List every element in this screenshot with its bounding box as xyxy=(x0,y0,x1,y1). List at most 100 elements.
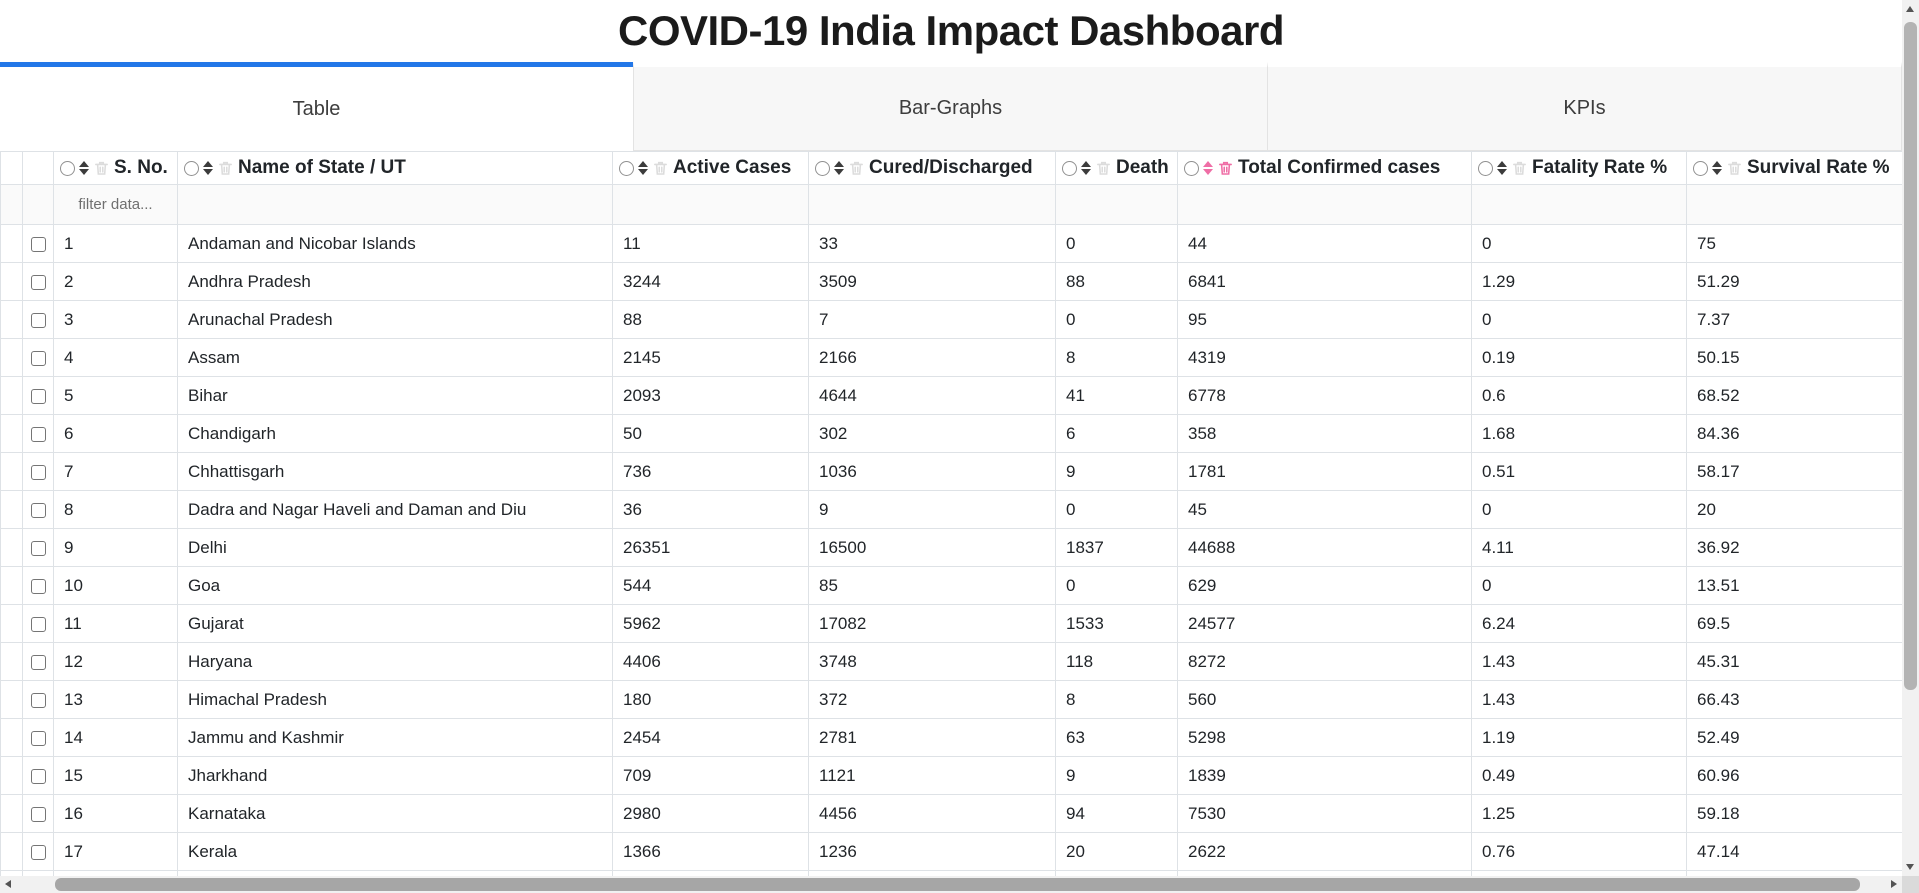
cell-survival: 58.17 xyxy=(1686,452,1902,491)
delete-column-icon[interactable] xyxy=(848,159,865,177)
cell-survival: 50.15 xyxy=(1686,338,1902,377)
sort-icon[interactable] xyxy=(638,161,648,175)
filter-cell-death[interactable] xyxy=(1055,184,1178,225)
column-header-cured[interactable]: Cured/Discharged xyxy=(808,151,1056,185)
column-select-radio[interactable] xyxy=(815,160,830,176)
row-select-checkbox[interactable] xyxy=(30,426,46,442)
tab-kpis[interactable]: KPIs xyxy=(1267,62,1902,151)
row-select-checkbox[interactable] xyxy=(30,464,46,480)
gutter-cell xyxy=(0,452,23,491)
gutter-header xyxy=(0,151,23,185)
scroll-up-arrow-icon[interactable] xyxy=(1906,6,1914,12)
filter-cell-fatality[interactable] xyxy=(1471,184,1687,225)
page-title: COVID-19 India Impact Dashboard xyxy=(618,7,1284,54)
table-row: 5 Bihar 2093 4644 41 6778 0.6 68.52 xyxy=(0,376,1902,415)
sort-icon[interactable] xyxy=(203,161,213,175)
filter-input[interactable]: filter data... xyxy=(78,196,153,213)
column-header-active[interactable]: Active Cases xyxy=(612,151,809,185)
sort-icon[interactable] xyxy=(834,161,844,175)
row-select-checkbox[interactable] xyxy=(30,654,46,670)
cell-cured: 16500 xyxy=(808,528,1056,567)
tab-bar-graphs[interactable]: Bar-Graphs xyxy=(633,62,1267,151)
tab-table[interactable]: Table xyxy=(0,62,633,151)
scroll-left-arrow-icon[interactable] xyxy=(5,880,11,888)
cell-state: Dadra and Nagar Haveli and Daman and Diu xyxy=(177,490,613,529)
horizontal-scrollbar[interactable] xyxy=(0,876,1902,893)
row-select-checkbox[interactable] xyxy=(30,388,46,404)
filter-cell-survival[interactable] xyxy=(1686,184,1902,225)
filter-cell-total[interactable] xyxy=(1177,184,1472,225)
column-header-state[interactable]: Name of State / UT xyxy=(177,151,613,185)
sort-icon[interactable] xyxy=(1203,161,1213,175)
sort-icon[interactable] xyxy=(79,161,89,175)
cell-survival: 36.92 xyxy=(1686,528,1902,567)
cell-survival: 68.52 xyxy=(1686,376,1902,415)
cell-cured: 2166 xyxy=(808,338,1056,377)
filter-cell-sno[interactable]: filter data... xyxy=(53,184,178,225)
column-select-radio[interactable] xyxy=(60,160,75,176)
delete-column-icon[interactable] xyxy=(1511,159,1528,177)
column-select-radio[interactable] xyxy=(1693,160,1708,176)
column-header-total[interactable]: Total Confirmed cases xyxy=(1177,151,1472,185)
sort-icon[interactable] xyxy=(1712,161,1722,175)
cell-active: 11 xyxy=(612,224,809,263)
column-select-radio[interactable] xyxy=(619,160,634,176)
vertical-scrollbar[interactable] xyxy=(1902,0,1919,876)
row-select-checkbox[interactable] xyxy=(30,844,46,860)
row-select-checkbox[interactable] xyxy=(30,312,46,328)
row-select-checkbox[interactable] xyxy=(30,768,46,784)
row-select-checkbox[interactable] xyxy=(30,236,46,252)
scroll-down-arrow-icon[interactable] xyxy=(1906,864,1914,870)
cell-total: 44 xyxy=(1177,224,1472,263)
column-select-radio[interactable] xyxy=(1062,160,1077,176)
column-select-radio[interactable] xyxy=(1184,160,1199,176)
horizontal-scrollbar-thumb[interactable] xyxy=(55,878,1860,891)
filter-row: filter data... xyxy=(0,184,1902,225)
delete-column-icon[interactable] xyxy=(1726,159,1743,177)
column-header-sno[interactable]: S. No. xyxy=(53,151,178,185)
filter-cell-active[interactable] xyxy=(612,184,809,225)
row-select-checkbox[interactable] xyxy=(30,806,46,822)
cell-active: 2980 xyxy=(612,794,809,833)
cell-fatality: 1.43 xyxy=(1471,680,1687,719)
row-select-checkbox[interactable] xyxy=(30,540,46,556)
row-select-checkbox[interactable] xyxy=(30,730,46,746)
column-header-fatality[interactable]: Fatality Rate % xyxy=(1471,151,1687,185)
delete-column-icon[interactable] xyxy=(652,159,669,177)
sort-icon[interactable] xyxy=(1081,161,1091,175)
cell-cured: 3748 xyxy=(808,642,1056,681)
gutter-cell xyxy=(0,832,23,871)
cell-total: 1839 xyxy=(1177,756,1472,795)
cell-active: 180 xyxy=(612,680,809,719)
delete-column-icon[interactable] xyxy=(1217,159,1234,177)
cell-survival: 84.36 xyxy=(1686,414,1902,453)
delete-column-icon[interactable] xyxy=(1095,159,1112,177)
cell-death: 6 xyxy=(1055,414,1178,453)
cell-state: Assam xyxy=(177,338,613,377)
table-row: 2 Andhra Pradesh 3244 3509 88 6841 1.29 51.29 xyxy=(0,262,1902,301)
row-select-checkbox[interactable] xyxy=(30,692,46,708)
scroll-right-arrow-icon[interactable] xyxy=(1891,880,1897,888)
table-row: 6 Chandigarh 50 302 6 358 1.68 84.36 xyxy=(0,414,1902,453)
column-header-survival[interactable]: Survival Rate % xyxy=(1686,151,1902,185)
row-select-checkbox[interactable] xyxy=(30,502,46,518)
column-header-death[interactable]: Death xyxy=(1055,151,1178,185)
row-select-checkbox[interactable] xyxy=(30,616,46,632)
vertical-scrollbar-thumb[interactable] xyxy=(1904,22,1917,690)
row-select-checkbox[interactable] xyxy=(30,350,46,366)
cell-survival: 20 xyxy=(1686,490,1902,529)
cell-total: 6841 xyxy=(1177,262,1472,301)
filter-cell-state[interactable] xyxy=(177,184,613,225)
column-select-radio[interactable] xyxy=(1478,160,1493,176)
filter-cell-cured[interactable] xyxy=(808,184,1056,225)
cell-sno: 10 xyxy=(53,566,178,605)
column-select-radio[interactable] xyxy=(184,160,199,176)
cell-survival: 59.18 xyxy=(1686,794,1902,833)
row-select-checkbox[interactable] xyxy=(30,578,46,594)
cell-cured: 85 xyxy=(808,566,1056,605)
row-select-checkbox[interactable] xyxy=(30,274,46,290)
delete-column-icon[interactable] xyxy=(217,159,234,177)
delete-column-icon[interactable] xyxy=(93,159,110,177)
cell-active: 709 xyxy=(612,756,809,795)
sort-icon[interactable] xyxy=(1497,161,1507,175)
